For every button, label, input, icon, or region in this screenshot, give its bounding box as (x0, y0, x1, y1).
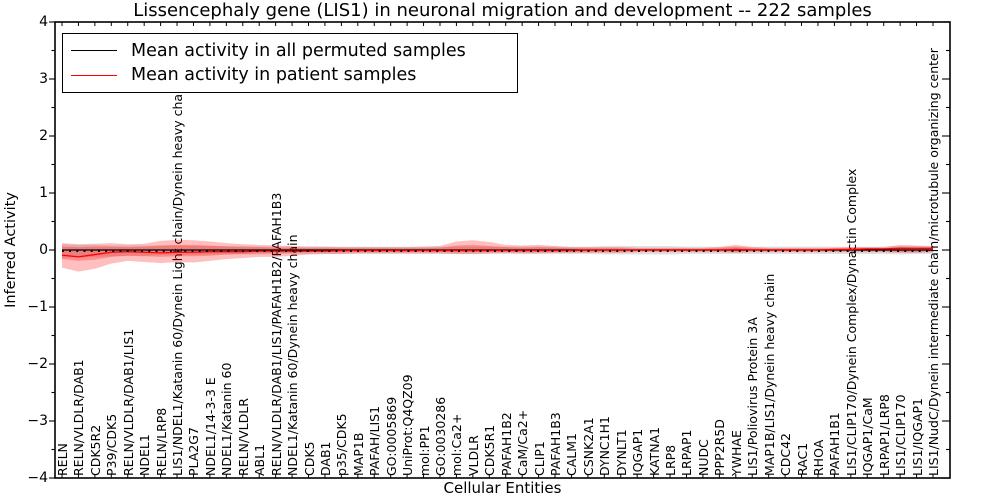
y-tick-label: 3 (39, 71, 48, 87)
x-axis-label: Cellular Entities (443, 479, 562, 497)
y-tick-label: 2 (39, 128, 48, 144)
y-tick-label: 4 (39, 14, 48, 30)
patient-line-sample-icon (71, 74, 117, 76)
y-tick-label: −3 (27, 413, 48, 429)
y-tick-label: 0 (39, 242, 48, 258)
legend: Mean activity in all permuted samples Me… (62, 33, 518, 93)
y-tick-label: 1 (39, 185, 48, 201)
permuted-line-sample-icon (71, 50, 117, 52)
y-tick-label: −1 (27, 299, 48, 315)
y-tick-label: −4 (27, 470, 48, 486)
legend-item-patient: Mean activity in patient samples (71, 65, 509, 85)
chart-title: Lissencephaly gene (LIS1) in neuronal mi… (133, 0, 872, 21)
y-tick-label: −2 (27, 356, 48, 372)
legend-item-permuted: Mean activity in all permuted samples (71, 41, 509, 61)
legend-label-patient: Mean activity in patient samples (131, 65, 417, 86)
legend-label-permuted: Mean activity in all permuted samples (131, 40, 466, 61)
